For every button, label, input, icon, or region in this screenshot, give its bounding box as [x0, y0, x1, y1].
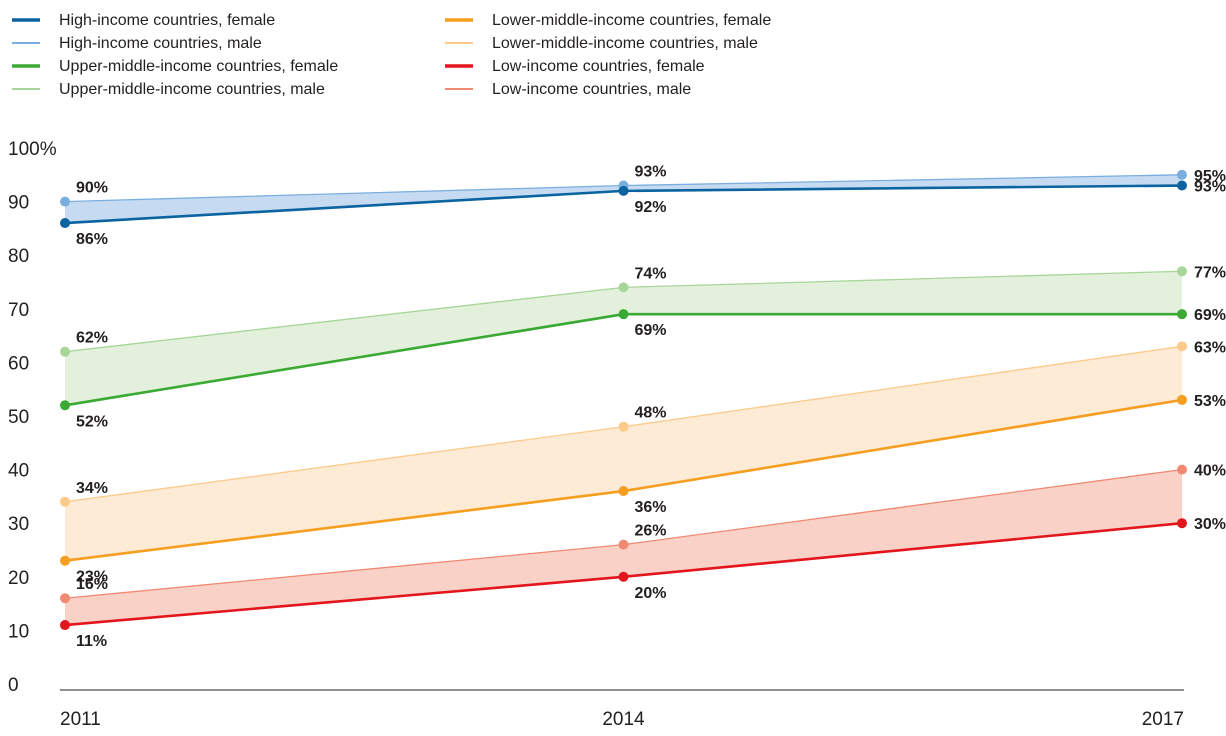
- data-label-low-income-countries-female: 20%: [635, 585, 667, 602]
- data-label-low-income-countries-female: 30%: [1194, 516, 1226, 533]
- band-layer: [65, 174, 1182, 626]
- data-label-lower-middle-income-countries-male: 63%: [1194, 339, 1226, 356]
- y-tick-label: 20: [8, 568, 29, 589]
- data-point-lower-middle-income-countries-male: [618, 421, 629, 432]
- label-layer: 86%92%93%90%93% 95%52%69%69%62%74% 77%23%3…: [76, 164, 1226, 651]
- data-point-high-income-countries-female: [618, 185, 629, 196]
- data-label-upper-middle-income-countries-male: 74%: [635, 265, 667, 282]
- y-tick-label: 60: [8, 353, 29, 374]
- data-point-low-income-countries-female: [60, 620, 70, 631]
- data-point-upper-middle-income-countries-female: [1177, 309, 1187, 320]
- y-tick-label: 50: [8, 407, 29, 428]
- data-point-lower-middle-income-countries-female: [1177, 394, 1187, 405]
- y-tick-label: 90: [8, 193, 29, 214]
- data-point-low-income-countries-female: [1177, 518, 1187, 529]
- y-tick-label: 100%: [8, 139, 57, 160]
- data-label-lower-middle-income-countries-female: 53%: [1194, 393, 1226, 410]
- data-label-upper-middle-income-countries-male: 62%: [76, 330, 108, 347]
- data-point-lower-middle-income-countries-male: [1177, 341, 1187, 352]
- y-tick-label: 70: [8, 300, 29, 321]
- data-label-lower-middle-income-countries-male: 48%: [635, 405, 667, 422]
- data-point-upper-middle-income-countries-male: [60, 346, 70, 357]
- data-label-high-income-countries-female: 93%: [1194, 179, 1226, 196]
- legend-label: Upper-middle-income countries, female: [59, 58, 338, 75]
- y-tick-label: 30: [8, 514, 29, 535]
- data-label-lower-middle-income-countries-female: 23%: [76, 569, 108, 586]
- legend-item-lower-middle-income-countries-male: Lower-middle-income countries, male: [445, 35, 758, 52]
- legend-item-high-income-countries-male: High-income countries, male: [12, 35, 262, 52]
- data-point-upper-middle-income-countries-male: [1177, 266, 1187, 277]
- x-tick-label: 2014: [602, 709, 645, 730]
- x-tick-label: 2011: [60, 709, 101, 730]
- data-point-high-income-countries-male: [60, 196, 70, 207]
- y-tick-label: 10: [8, 621, 29, 642]
- data-point-low-income-countries-female: [618, 571, 629, 582]
- data-label-low-income-countries-male: 40%: [1194, 463, 1226, 480]
- legend-label: High-income countries, male: [59, 35, 262, 52]
- legend-label: Lower-middle-income countries, male: [492, 35, 758, 52]
- data-label-upper-middle-income-countries-male: 77%: [1194, 264, 1226, 281]
- band-upper-middle-income-countries-male: [65, 271, 1182, 406]
- data-label-low-income-countries-male: 16%: [76, 576, 108, 593]
- line-layer: [60, 169, 1187, 631]
- data-point-low-income-countries-male: [618, 539, 629, 550]
- data-point-high-income-countries-female: [60, 218, 70, 229]
- data-label-upper-middle-income-countries-female: 69%: [1194, 307, 1226, 324]
- legend-label: High-income countries, female: [59, 12, 275, 29]
- data-point-upper-middle-income-countries-male: [618, 282, 629, 293]
- legend-item-high-income-countries-female: High-income countries, female: [12, 12, 275, 29]
- data-label-upper-middle-income-countries-female: 52%: [76, 413, 108, 430]
- band-lower-middle-income-countries-male: [65, 346, 1182, 561]
- data-point-lower-middle-income-countries-female: [60, 555, 70, 566]
- legend-item-low-income-countries-male: Low-income countries, male: [445, 81, 691, 98]
- legend: High-income countries, female High-income…: [12, 12, 771, 98]
- data-label-lower-middle-income-countries-female: 36%: [635, 499, 667, 516]
- data-label-lower-middle-income-countries-male: 34%: [76, 480, 108, 497]
- y-tick-label: 80: [8, 246, 29, 267]
- data-label-low-income-countries-male: 26%: [635, 523, 667, 540]
- data-label-upper-middle-income-countries-female: 69%: [635, 322, 667, 339]
- data-label-high-income-countries-female: 92%: [635, 199, 667, 216]
- data-label-high-income-countries-male: 93%: [635, 164, 667, 181]
- data-point-high-income-countries-male: [1177, 169, 1187, 180]
- legend-item-lower-middle-income-countries-female: Lower-middle-income countries, female: [445, 12, 771, 29]
- legend-label: Upper-middle-income countries, male: [59, 81, 325, 98]
- legend-item-upper-middle-income-countries-male: Upper-middle-income countries, male: [12, 81, 325, 98]
- legend-item-low-income-countries-female: Low-income countries, female: [445, 58, 705, 75]
- band-high-income-countries-male: [65, 174, 1182, 224]
- legend-label: Low-income countries, male: [492, 81, 691, 98]
- data-label-high-income-countries-male: 95%: [1194, 168, 1226, 185]
- y-tick-label: 40: [8, 461, 29, 482]
- data-point-upper-middle-income-countries-female: [60, 400, 70, 411]
- data-point-high-income-countries-female: [1177, 180, 1187, 191]
- axis-layer: 0 10 20 30 40 50 60 70 80 90 100% 2011 2014 2017: [8, 139, 1184, 730]
- data-point-low-income-countries-male: [60, 593, 70, 604]
- data-point-lower-middle-income-countries-female: [618, 486, 629, 497]
- data-label-high-income-countries-male: 90%: [76, 180, 108, 197]
- data-point-lower-middle-income-countries-male: [60, 496, 70, 507]
- legend-item-upper-middle-income-countries-female: Upper-middle-income countries, female: [12, 58, 338, 75]
- y-tick-label: 0: [8, 675, 19, 696]
- data-label-low-income-countries-female: 11%: [76, 633, 107, 650]
- data-point-low-income-countries-male: [1177, 464, 1187, 475]
- data-label-high-income-countries-female: 86%: [76, 231, 108, 248]
- legend-label: Low-income countries, female: [492, 58, 705, 75]
- x-tick-label: 2017: [1142, 709, 1184, 730]
- legend-label: Lower-middle-income countries, female: [492, 12, 771, 29]
- data-point-upper-middle-income-countries-female: [618, 309, 629, 320]
